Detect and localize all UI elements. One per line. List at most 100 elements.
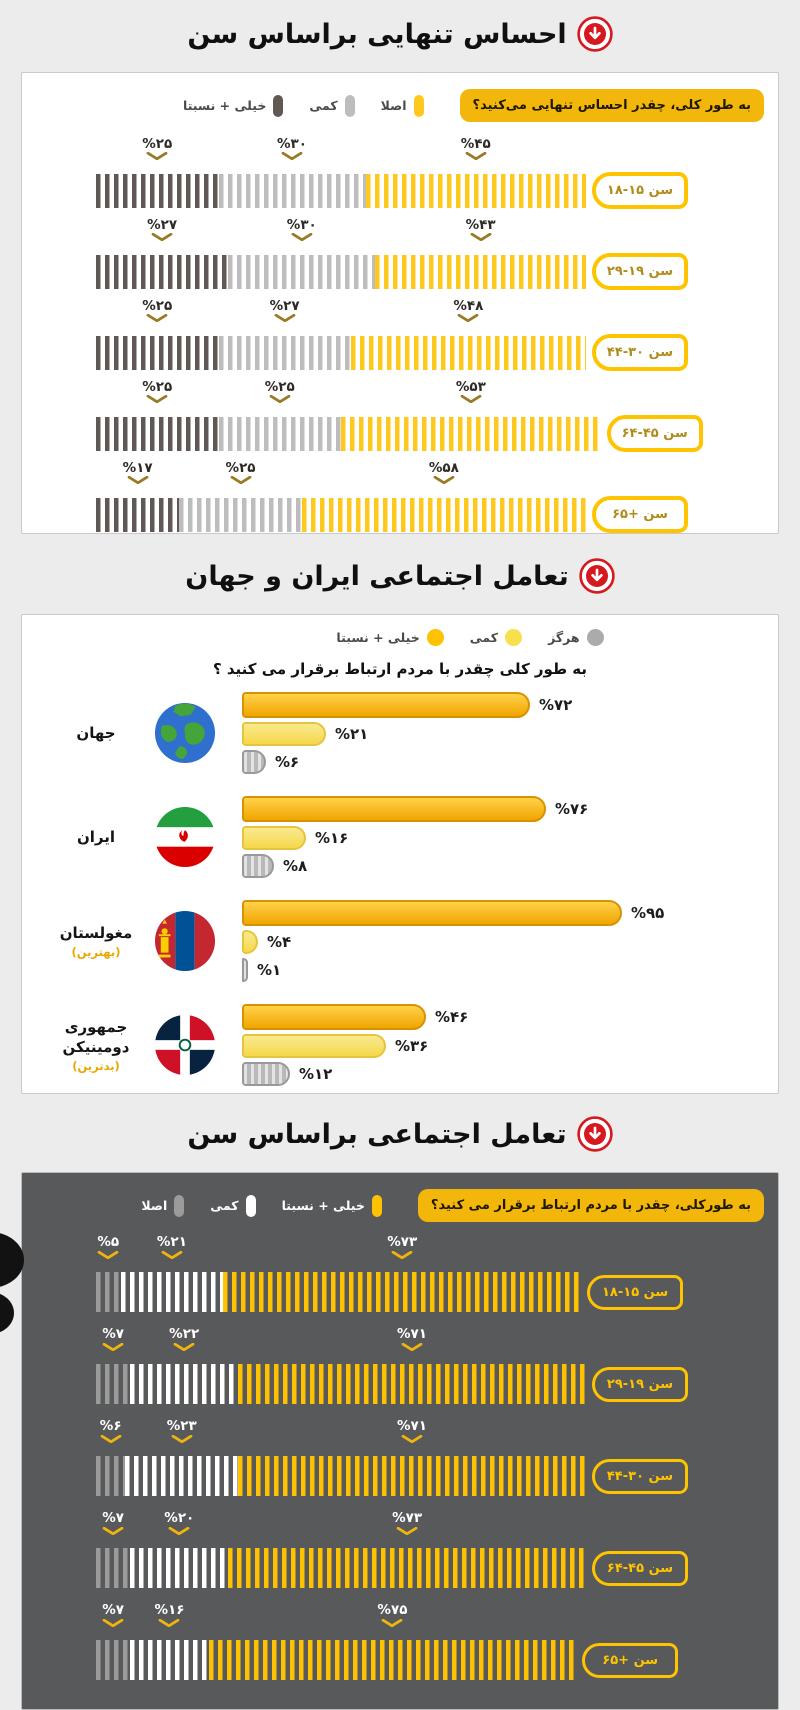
bar-segment: %۴۳ xyxy=(375,218,586,289)
country-bars: %۷۶ %۱۶ %۸ xyxy=(242,792,760,882)
legend-swatch xyxy=(371,1194,382,1217)
chevron-down-icon xyxy=(391,1250,413,1259)
value-label: %۳۰ xyxy=(287,218,317,241)
legend-swatch xyxy=(344,94,355,117)
bar-strips: %۱۷ %۲۵ %۵۸ xyxy=(96,461,586,532)
value-label: %۱۶ xyxy=(154,1603,184,1627)
bar-segment: %۷۳ xyxy=(228,1511,586,1588)
percent-value: %۲۳ xyxy=(166,1418,197,1434)
bar-segment: %۲۵ xyxy=(96,299,219,370)
bar-row: %۲۵ %۲۵ %۵۳ سن ۴۵-۶۴ xyxy=(96,380,704,452)
value-label: %۵۸ xyxy=(429,461,459,484)
bar xyxy=(242,750,266,774)
chevron-down-icon xyxy=(401,1342,423,1351)
percent-value: %۲۱ xyxy=(335,725,369,743)
percent-value: %۷۵ xyxy=(377,1602,408,1618)
chevron-down-icon xyxy=(291,233,313,241)
loneliness-chart-panel: به طور کلی، چقدر احساس تنهایی می‌کنید؟ ا… xyxy=(21,72,779,534)
page-title: احساس تنهایی براساس سن xyxy=(187,18,567,50)
percent-value: %۲۷ xyxy=(147,216,178,233)
legend-label: کمی xyxy=(210,1198,239,1213)
value-label: %۲۷ xyxy=(147,216,178,241)
page-title: تعامل اجتماعی براساس سن xyxy=(187,1118,567,1150)
chart3-legend: خیلی + نسبتا کمی اصلا xyxy=(141,1194,382,1217)
bar xyxy=(242,692,530,718)
bar-strips: %۲۵ %۲۷ %۴۸ xyxy=(96,299,586,370)
legend-label: خیلی + نسبتا xyxy=(281,1198,365,1213)
age-label-pill: سن ۱۹-۲۹ xyxy=(591,1366,688,1402)
chart2-question: به طور کلی چقدر با مردم ارتباط برقرار می… xyxy=(212,660,588,678)
bar xyxy=(242,722,326,746)
bar-strips: %۷ %۲۲ %۷۱ xyxy=(96,1327,586,1404)
country-bars: %۴۶ %۳۶ %۱۲ xyxy=(242,1000,760,1090)
bar-segment: %۲۵ xyxy=(218,380,341,451)
country-flag xyxy=(154,1014,216,1076)
bar-row: %۲۵ %۲۷ %۴۸ سن ۳۰-۴۴ xyxy=(96,299,704,371)
legend-item: هرگز xyxy=(548,629,604,646)
bar-segment: %۷۵ xyxy=(208,1603,577,1680)
bar-row: %۷ %۱۶ %۷۵ سن +۶۵ xyxy=(96,1603,704,1680)
red-down-arrow-icon xyxy=(576,16,613,52)
legend-swatch xyxy=(413,94,424,117)
chevron-down-icon xyxy=(274,314,296,322)
bar-segment: %۷۱ xyxy=(238,1327,586,1404)
country-flag xyxy=(154,910,216,972)
value-label: %۲۵ xyxy=(226,461,256,484)
chart2-rows: جهان %۷۲ %۲۱ %۶ ایران %۷۶ %۱۶ %۸ مغولستان (بهترین… xyxy=(22,688,778,1090)
bar-line: %۶ xyxy=(242,750,760,774)
bar-line: %۸ xyxy=(242,854,760,878)
section-title-world: تعامل اجتماعی ایران و جهان xyxy=(0,554,800,598)
legend-swatch xyxy=(586,629,604,646)
legend-label: کمی xyxy=(309,98,338,113)
bar xyxy=(242,826,306,850)
percent-value: %۵۳ xyxy=(455,378,486,395)
value-label: %۲۵ xyxy=(264,378,295,403)
chevron-down-icon xyxy=(97,1250,119,1259)
legend-label: اصلا xyxy=(141,1198,168,1213)
percent-value: %۵ xyxy=(97,1234,120,1250)
bar xyxy=(242,854,274,878)
bar-segment: %۲۳ xyxy=(125,1419,239,1496)
age-label-pill: سن +۶۵ xyxy=(591,496,688,533)
country-bars: %۹۵ %۴ %۱ xyxy=(242,896,760,986)
bar-segment: %۷ xyxy=(96,1603,131,1680)
age-label-pill: سن ۱۵-۱۸ xyxy=(587,1274,684,1310)
bar-segment: %۴۸ xyxy=(350,299,586,370)
bar-line: %۷۶ xyxy=(242,796,760,822)
chevron-down-icon xyxy=(401,1434,423,1443)
bar-segment: %۷ xyxy=(96,1327,131,1404)
section-title-interaction-age: تعامل اجتماعی براساس سن xyxy=(0,1112,800,1156)
world-chart-panel: هرگز کمی خیلی + نسبتا به طور کلی چقدر با م… xyxy=(21,614,779,1094)
country-row: جهان %۷۲ %۲۱ %۶ xyxy=(48,688,760,778)
legend-item: کمی xyxy=(470,629,523,646)
edge-decoration-circle xyxy=(0,1292,14,1334)
chevron-down-icon xyxy=(102,1618,124,1627)
legend-label: خیلی + نسبتا xyxy=(183,98,267,113)
value-label: %۷۵ xyxy=(377,1602,408,1627)
bar xyxy=(242,1062,290,1086)
country-row: مغولستان (بهترین) %۹۵ %۴ %۱ xyxy=(48,896,760,986)
percent-value: %۲۲ xyxy=(169,1326,200,1342)
chevron-down-icon xyxy=(396,1526,418,1535)
bar-line: %۲۱ xyxy=(242,722,760,746)
bar-segment: %۲۵ xyxy=(179,461,302,532)
legend-swatch xyxy=(273,94,284,117)
bar-segment: %۷ xyxy=(96,1511,131,1588)
value-label: %۷ xyxy=(102,1327,124,1351)
chart3-header: به طورکلی، چقدر با مردم ارتباط برقرار می… xyxy=(22,1173,778,1222)
bar xyxy=(242,930,258,954)
chevron-down-icon xyxy=(460,395,482,403)
bar-row: %۲۷ %۳۰ %۴۳ سن ۱۹-۲۹ xyxy=(96,218,704,290)
bar-line: %۳۶ xyxy=(242,1034,760,1058)
country-label: جهان xyxy=(48,723,144,743)
percent-value: %۷۲ xyxy=(539,696,573,714)
country-bars: %۷۲ %۲۱ %۶ xyxy=(242,688,760,778)
percent-value: %۲۵ xyxy=(264,378,295,395)
bar-segment: %۲۷ xyxy=(218,299,351,370)
value-label: %۴۳ xyxy=(466,218,496,241)
bar-segment: %۱۶ xyxy=(130,1603,209,1680)
value-label: %۲۵ xyxy=(142,137,172,160)
age-label-pill: سن ۴۵-۶۴ xyxy=(591,1550,688,1586)
legend-swatch xyxy=(174,1194,185,1217)
value-label: %۲۳ xyxy=(166,1418,197,1443)
